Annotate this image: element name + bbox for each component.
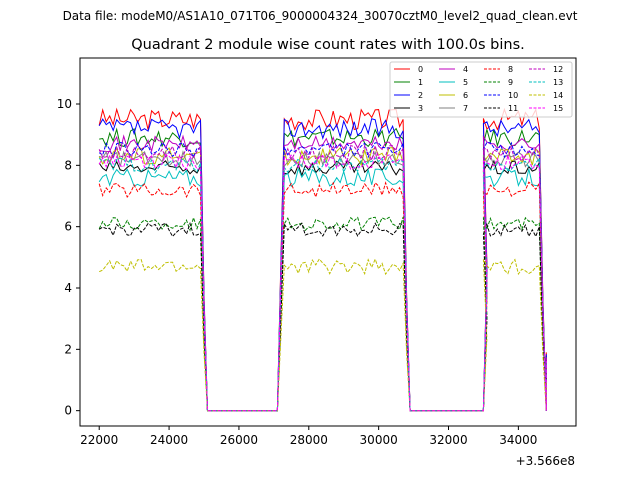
- series-line-14: [98, 257, 547, 412]
- series-line-3: [98, 159, 547, 412]
- legend-frame: [389, 61, 573, 118]
- series-line-4: [99, 134, 547, 412]
- chart-title: Quadrant 2 module wise count rates with …: [131, 37, 525, 53]
- legend-label: 12: [553, 65, 563, 74]
- axes-frame: [79, 57, 577, 427]
- x-offset-label: +3.566e8: [516, 454, 575, 468]
- legend-label: 1: [418, 78, 423, 87]
- series-line-8: [98, 181, 547, 412]
- y-tick-label: 2: [64, 342, 72, 356]
- y-axis-ticks: 0 2 4 6 8 10: [57, 97, 80, 418]
- legend-label: 0: [418, 65, 423, 74]
- x-tick-label: 22000: [80, 433, 118, 447]
- legend-label: 6: [463, 91, 468, 100]
- x-tick-label: 30000: [360, 433, 398, 447]
- series-line-5: [98, 167, 547, 412]
- legend-label: 10: [508, 91, 518, 100]
- series-line-12: [98, 144, 547, 412]
- legend-label: 15: [553, 104, 563, 113]
- y-tick-label: 8: [64, 158, 72, 172]
- y-tick-label: 6: [64, 220, 72, 234]
- y-tick-label: 10: [57, 97, 72, 111]
- legend-label: 5: [463, 78, 468, 87]
- x-tick-label: 32000: [429, 433, 467, 447]
- series-line-10: [98, 141, 547, 412]
- legend-label: 8: [508, 65, 513, 74]
- legend-label: 11: [508, 104, 518, 113]
- series-line-13: [98, 156, 547, 412]
- legend-label: 4: [463, 65, 468, 74]
- x-tick-label: 34000: [499, 433, 537, 447]
- legend-label: 7: [463, 104, 468, 113]
- x-axis-ticks: 22000 24000 26000 28000 30000 32000 34000: [80, 426, 537, 447]
- legend-label: 2: [418, 91, 423, 100]
- suptitle: Data file: modeM0/AS1A10_071T06_90000043…: [63, 9, 578, 23]
- legend-label: 13: [553, 78, 563, 87]
- y-tick-label: 0: [64, 404, 72, 418]
- x-tick-label: 28000: [290, 433, 328, 447]
- plot-lines: [98, 107, 547, 412]
- series-line-7: [99, 149, 547, 412]
- x-tick-label: 26000: [220, 433, 258, 447]
- x-tick-label: 24000: [150, 433, 188, 447]
- legend-label: 14: [553, 91, 563, 100]
- legend-label: 3: [418, 104, 423, 113]
- series-line-2: [98, 118, 547, 412]
- y-tick-label: 4: [64, 281, 72, 295]
- series-line-15: [98, 153, 547, 412]
- series-line-9: [98, 215, 547, 412]
- series-line-0: [98, 107, 547, 412]
- series-line-11: [98, 221, 547, 412]
- legend-label: 9: [508, 78, 513, 87]
- series-line-1: [99, 127, 547, 412]
